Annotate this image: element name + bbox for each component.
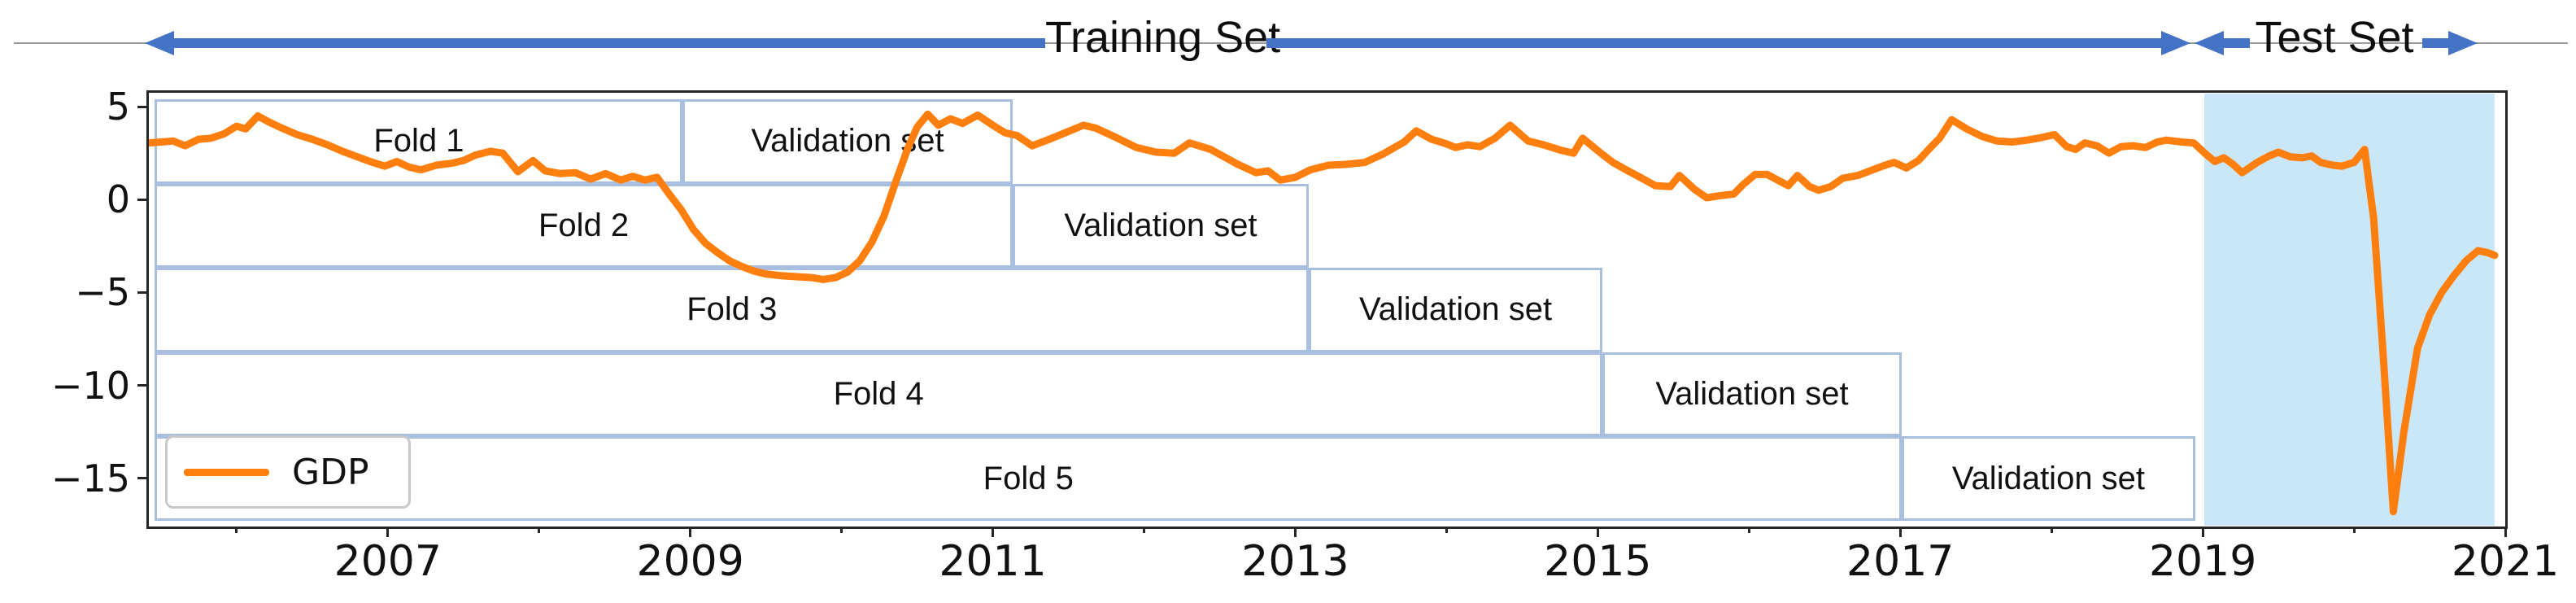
fold-label: Fold 1 <box>373 123 464 159</box>
x-tick-major <box>386 527 390 537</box>
test-arrow-right-shaft <box>2422 38 2448 48</box>
x-tick-label: 2021 <box>2451 537 2560 586</box>
y-tick-label: 0 <box>106 177 130 222</box>
fold-train-box: Fold 4 <box>155 352 1602 437</box>
x-tick-label: 2007 <box>333 537 442 586</box>
validation-label: Validation set <box>1358 291 1553 328</box>
fold-label: Fold 4 <box>833 376 924 413</box>
validation-box: Validation set <box>1309 268 1602 352</box>
training-arrow-left-shaft <box>169 38 1045 48</box>
y-tick <box>137 105 147 108</box>
x-tick-major <box>2201 527 2204 537</box>
validation-label: Validation set <box>1655 376 1849 413</box>
x-tick-minor <box>2352 527 2356 533</box>
test-arrow-right-head-icon <box>2448 31 2478 55</box>
test-set-label: Test Set <box>2255 13 2414 62</box>
y-tick-label: −5 <box>75 270 130 315</box>
fold-train-box: Fold 1 <box>155 99 683 184</box>
fold-label: Fold 3 <box>686 291 778 328</box>
y-tick-label: −10 <box>50 363 130 408</box>
x-tick-minor <box>2050 527 2053 533</box>
y-tick-label: −15 <box>50 456 130 500</box>
legend-label: GDP <box>292 451 369 493</box>
x-tick-label: 2019 <box>2148 537 2257 586</box>
x-tick-major <box>1898 527 1902 537</box>
x-tick-minor <box>1747 527 1750 533</box>
x-tick-major <box>2504 527 2507 537</box>
fold-train-box: Fold 3 <box>155 268 1310 352</box>
gdp-line-layer <box>149 93 2505 527</box>
legend: GDP <box>165 435 411 509</box>
fold-label: Fold 5 <box>983 460 1074 496</box>
y-tick <box>137 291 147 294</box>
x-tick-label: 2011 <box>939 537 1047 586</box>
plot-frame <box>146 90 2508 529</box>
y-tick <box>137 384 147 387</box>
x-tick-minor <box>1143 527 1145 533</box>
validation-label: Validation set <box>1064 207 1257 243</box>
test-arrow-left-shaft <box>2219 38 2250 48</box>
fold-train-box: Fold 5 <box>155 436 1903 521</box>
fold-label: Fold 2 <box>538 207 630 243</box>
x-tick-major <box>1596 527 1599 537</box>
gdp-line-svg <box>149 110 2499 516</box>
y-tick <box>137 198 147 201</box>
training-set-label: Training Set <box>1045 13 1281 62</box>
x-tick-minor <box>235 527 238 533</box>
x-tick-major <box>689 527 692 537</box>
x-tick-major <box>992 527 995 537</box>
y-tick <box>137 477 147 480</box>
x-tick-minor <box>1445 527 1448 533</box>
legend-line-sample <box>184 468 269 476</box>
fold-train-box: Fold 2 <box>155 183 1013 269</box>
gdp-line <box>149 110 2499 516</box>
validation-box: Validation set <box>1012 183 1310 269</box>
x-tick-label: 2015 <box>1544 537 1652 586</box>
validation-box: Validation set <box>1602 352 1903 437</box>
x-tick-minor <box>840 527 843 533</box>
training-arrow-right-shaft <box>1266 38 2161 48</box>
training-arrow-right-head-icon <box>2161 31 2190 55</box>
x-tick-label: 2013 <box>1241 537 1349 586</box>
y-tick-label: 5 <box>106 85 130 129</box>
x-tick-minor <box>538 527 541 533</box>
x-tick-label: 2009 <box>636 537 744 586</box>
x-tick-major <box>1293 527 1297 537</box>
x-tick-label: 2017 <box>1846 537 1955 586</box>
validation-box: Validation set <box>1902 436 2195 521</box>
validation-label: Validation set <box>1951 460 2146 496</box>
